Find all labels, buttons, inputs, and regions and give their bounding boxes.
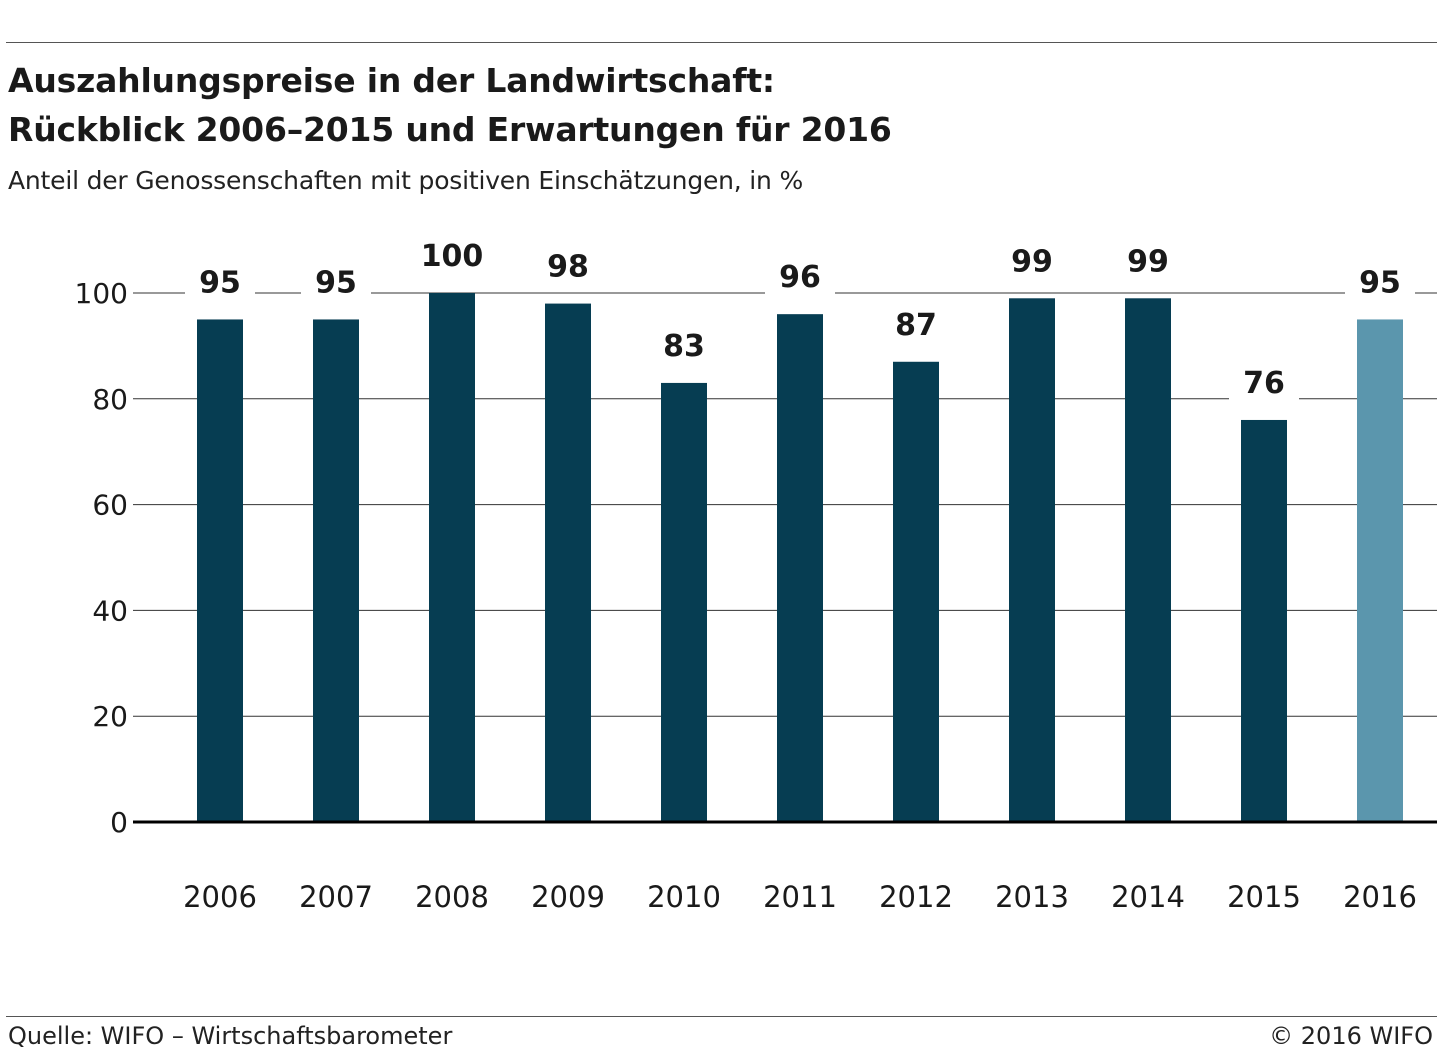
top-rule: [6, 42, 1437, 43]
data-label-2013: 99: [1011, 244, 1053, 279]
x-tick-label-2009: 2009: [531, 880, 605, 914]
data-label-background: [1113, 234, 1183, 285]
x-tick-label-2010: 2010: [647, 880, 721, 914]
data-label-2015: 76: [1243, 366, 1285, 401]
data-label-2016: 95: [1359, 265, 1401, 300]
x-tick-label-2007: 2007: [299, 880, 373, 914]
data-label-background: [997, 234, 1067, 285]
copyright-note: © 2016 WIFO: [1269, 1022, 1433, 1050]
chart-subtitle: Anteil der Genossenschaften mit positive…: [8, 166, 803, 195]
y-tick-label: 100: [75, 277, 128, 310]
bar-2007: [313, 319, 359, 822]
data-label-background: [765, 250, 835, 301]
bar-chart: 0 20 40 60 80 100 95 95 100 98 83 96 87 99 99 76 95 200…: [75, 229, 1437, 914]
data-label-2012: 87: [895, 308, 937, 343]
y-tick-label: 40: [92, 594, 128, 627]
x-axis-tick-labels: 2006 2007 2008 2009 2010 2011 2012 2013 2014 2015…: [183, 880, 1417, 914]
data-label-2011: 96: [779, 260, 821, 295]
data-label-background: [881, 297, 951, 348]
bar-2012: [893, 361, 939, 822]
x-tick-label-2012: 2012: [879, 880, 953, 914]
bars: [197, 293, 1403, 822]
bar-2016: [1357, 319, 1403, 822]
data-label-2014: 99: [1127, 244, 1169, 279]
bar-2013: [1009, 298, 1055, 822]
data-label-background: [1345, 255, 1415, 306]
chart-title-line-1: Auszahlungspreise in der Landwirtschaft:: [8, 61, 775, 100]
bar-2010: [661, 382, 707, 822]
x-tick-label-2014: 2014: [1111, 880, 1185, 914]
bar-2014: [1125, 298, 1171, 822]
chart-title-line-2: Rückblick 2006–2015 und Erwartungen für …: [8, 110, 892, 149]
bar-2008: [429, 293, 475, 822]
data-label-background: [649, 318, 719, 369]
data-labels: 95 95 100 98 83 96 87 99 99 76 95: [185, 229, 1415, 406]
bottom-rule: [6, 1016, 1437, 1017]
x-tick-label-2011: 2011: [763, 880, 837, 914]
bar-2009: [545, 303, 591, 822]
data-label-2010: 83: [663, 329, 705, 364]
data-label-background: [185, 255, 255, 306]
data-label-background: [1229, 355, 1299, 406]
x-tick-label-2015: 2015: [1227, 880, 1301, 914]
source-note: Quelle: WIFO – Wirtschaftsbarometer: [8, 1022, 453, 1050]
bar-2006: [197, 319, 243, 822]
y-tick-label: 20: [92, 700, 128, 733]
y-tick-label: 0: [110, 806, 128, 839]
x-tick-label-2008: 2008: [415, 880, 489, 914]
x-tick-label-2013: 2013: [995, 880, 1069, 914]
x-tick-label-2016: 2016: [1343, 880, 1417, 914]
data-label-background: [406, 229, 498, 279]
data-label-2007: 95: [315, 265, 357, 300]
data-label-2006: 95: [199, 265, 241, 300]
bar-2011: [777, 314, 823, 822]
bar-2015: [1241, 419, 1287, 822]
data-label-2008: 100: [421, 239, 484, 274]
x-tick-label-2006: 2006: [183, 880, 257, 914]
data-label-background: [301, 255, 371, 306]
y-tick-label: 60: [92, 489, 128, 522]
y-tick-label: 80: [92, 383, 128, 416]
y-axis-tick-labels: 0 20 40 60 80 100: [75, 277, 128, 839]
data-label-2009: 98: [547, 250, 589, 285]
data-label-background: [533, 239, 603, 290]
